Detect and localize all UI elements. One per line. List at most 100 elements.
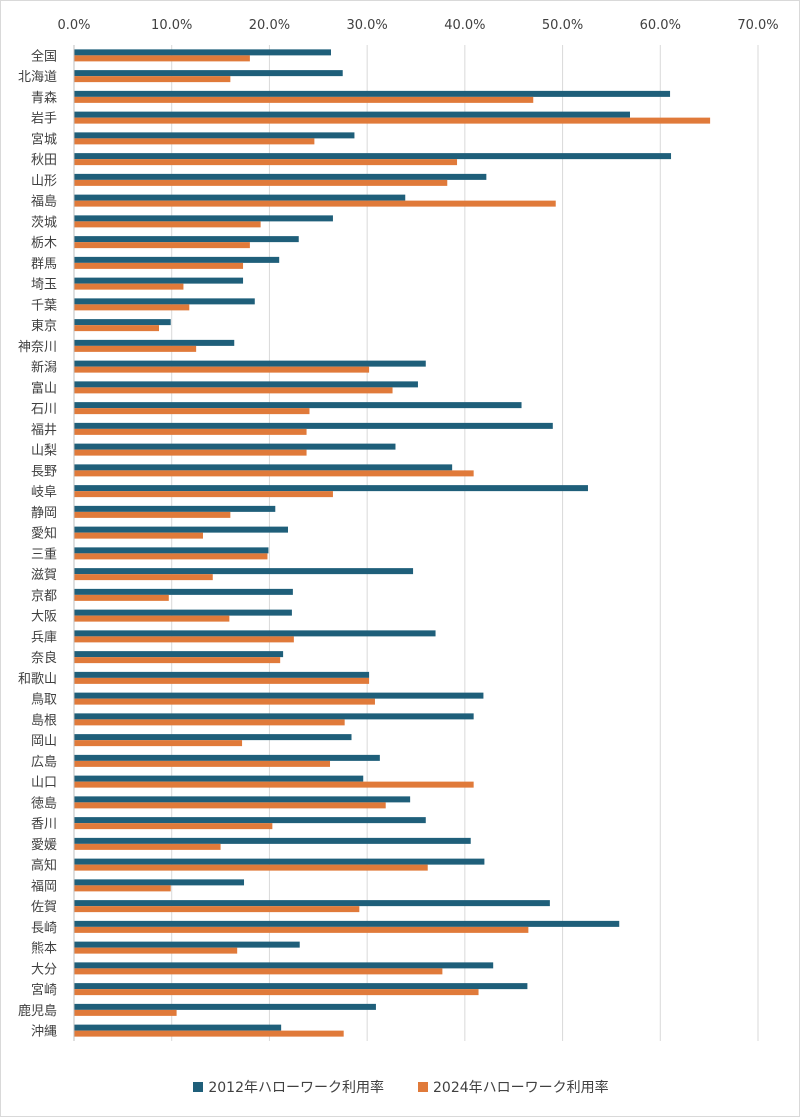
bar-2012[interactable] — [74, 983, 528, 990]
bar-2012[interactable] — [74, 651, 284, 658]
bar-2024[interactable] — [74, 345, 197, 352]
bar-2012[interactable] — [74, 381, 418, 388]
bar-2024[interactable] — [74, 760, 331, 767]
bar-2024[interactable] — [74, 968, 443, 975]
bar-2012[interactable] — [74, 360, 426, 367]
bar-2024[interactable] — [74, 470, 474, 477]
bar-2012[interactable] — [74, 485, 588, 492]
bar-2012[interactable] — [74, 49, 331, 56]
bar-2012[interactable] — [74, 298, 255, 305]
bar-2012[interactable] — [74, 111, 630, 118]
bar-2024[interactable] — [74, 511, 231, 518]
bar-2024[interactable] — [74, 698, 375, 705]
bar-2024[interactable] — [74, 325, 160, 332]
bar-2012[interactable] — [74, 173, 487, 180]
bar-2012[interactable] — [74, 277, 244, 284]
bar-2012[interactable] — [74, 215, 333, 222]
bar-2024[interactable] — [74, 304, 190, 311]
bar-2024[interactable] — [74, 387, 393, 394]
bar-2024[interactable] — [74, 366, 370, 373]
bar-2024[interactable] — [74, 740, 243, 747]
bar-2024[interactable] — [74, 719, 345, 726]
bar-2024[interactable] — [74, 179, 448, 186]
bar-2012[interactable] — [74, 920, 620, 927]
bar-2024[interactable] — [74, 55, 250, 62]
bar-2012[interactable] — [74, 194, 406, 201]
bar-2012[interactable] — [74, 754, 380, 761]
bar-2024[interactable] — [74, 1009, 177, 1016]
bar-2024[interactable] — [74, 947, 238, 954]
bar-2024[interactable] — [74, 428, 307, 435]
bar-2024[interactable] — [74, 76, 231, 83]
bar-2012[interactable] — [74, 319, 171, 326]
bar-2024[interactable] — [74, 885, 171, 892]
bar-2024[interactable] — [74, 864, 428, 871]
bar-2024[interactable] — [74, 636, 294, 643]
bar-2012[interactable] — [74, 692, 484, 699]
bar-2012[interactable] — [74, 671, 370, 678]
legend-item-2012[interactable]: 2012年ハローワーク利用率 — [193, 1077, 384, 1097]
y-category-label: 広島 — [31, 755, 57, 770]
bar-2012[interactable] — [74, 339, 235, 346]
bar-2024[interactable] — [74, 532, 203, 539]
bar-2012[interactable] — [74, 132, 355, 139]
bar-2012[interactable] — [74, 505, 276, 512]
bar-2012[interactable] — [74, 941, 300, 948]
bar-2024[interactable] — [74, 200, 556, 207]
bar-2012[interactable] — [74, 630, 436, 637]
bar-2012[interactable] — [74, 443, 396, 450]
bar-2024[interactable] — [74, 96, 534, 103]
bar-2012[interactable] — [74, 962, 494, 969]
bar-2012[interactable] — [74, 402, 522, 409]
bar-2024[interactable] — [74, 117, 711, 124]
bar-2024[interactable] — [74, 242, 250, 249]
bar-2024[interactable] — [74, 594, 169, 601]
bar-2024[interactable] — [74, 677, 370, 684]
bar-2012[interactable] — [74, 464, 453, 471]
bar-2012[interactable] — [74, 1024, 282, 1031]
bar-2024[interactable] — [74, 843, 221, 850]
bar-2024[interactable] — [74, 802, 386, 809]
bar-2012[interactable] — [74, 609, 292, 616]
bar-2024[interactable] — [74, 657, 281, 664]
bar-2012[interactable] — [74, 568, 414, 575]
bar-2012[interactable] — [74, 153, 672, 160]
bar-2024[interactable] — [74, 221, 261, 228]
bar-2024[interactable] — [74, 781, 474, 788]
bar-2012[interactable] — [74, 70, 343, 77]
bar-2012[interactable] — [74, 817, 426, 824]
bar-2024[interactable] — [74, 823, 273, 830]
bar-2024[interactable] — [74, 553, 268, 560]
bar-2024[interactable] — [74, 491, 333, 498]
bar-2024[interactable] — [74, 408, 310, 415]
bar-2012[interactable] — [74, 879, 245, 886]
bar-2012[interactable] — [74, 858, 485, 865]
bar-2012[interactable] — [74, 775, 364, 782]
bar-2012[interactable] — [74, 713, 474, 720]
bar-2024[interactable] — [74, 262, 244, 269]
bar-2012[interactable] — [74, 256, 280, 263]
bar-2024[interactable] — [74, 926, 529, 933]
bar-2024[interactable] — [74, 449, 307, 456]
legend-item-2024[interactable]: 2024年ハローワーク利用率 — [418, 1077, 609, 1097]
bar-2024[interactable] — [74, 138, 315, 145]
bar-2012[interactable] — [74, 236, 299, 243]
bar-2024[interactable] — [74, 615, 230, 622]
bar-2012[interactable] — [74, 588, 293, 595]
bar-2012[interactable] — [74, 734, 352, 741]
bar-2012[interactable] — [74, 837, 471, 844]
bar-2012[interactable] — [74, 526, 288, 533]
bar-2024[interactable] — [74, 906, 360, 913]
bar-2012[interactable] — [74, 1003, 376, 1010]
bar-2024[interactable] — [74, 1030, 344, 1037]
bar-2024[interactable] — [74, 159, 458, 166]
bar-2012[interactable] — [74, 796, 411, 803]
y-category-label: 神奈川 — [18, 340, 57, 355]
bar-2024[interactable] — [74, 989, 479, 996]
bar-2012[interactable] — [74, 422, 553, 429]
bar-2012[interactable] — [74, 90, 671, 97]
bar-2012[interactable] — [74, 900, 550, 907]
bar-2012[interactable] — [74, 547, 269, 554]
bar-2024[interactable] — [74, 574, 213, 581]
bar-2024[interactable] — [74, 283, 184, 290]
